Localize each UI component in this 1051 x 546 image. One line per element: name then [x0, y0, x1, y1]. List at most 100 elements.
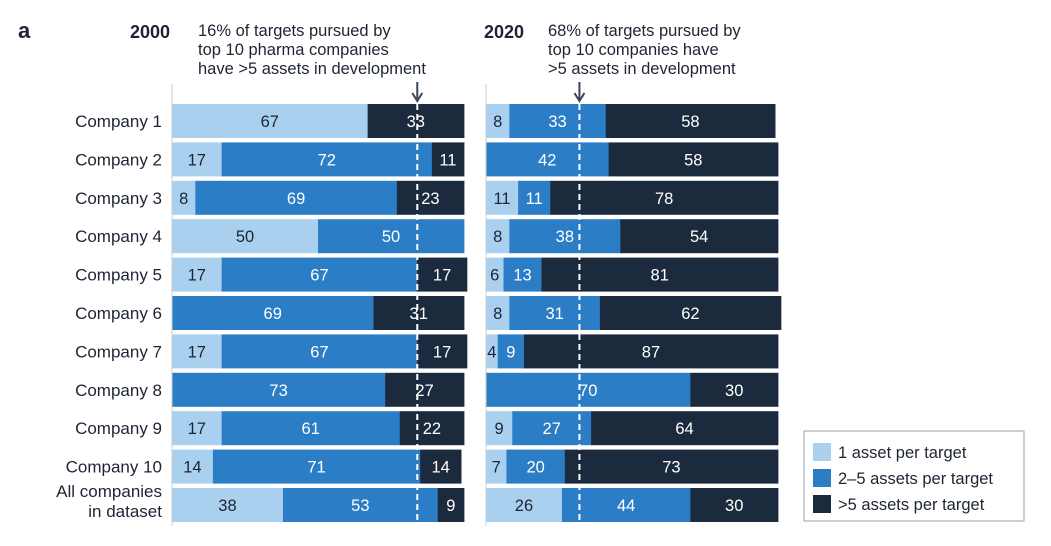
bar-segment	[417, 334, 468, 369]
data-label: 17	[433, 267, 451, 285]
row-label: Company 6	[75, 304, 162, 323]
data-label: 53	[351, 497, 369, 515]
bar-segment	[605, 104, 776, 138]
data-label: 17	[188, 343, 206, 361]
data-label: 33	[407, 113, 425, 131]
data-label: 27	[415, 382, 433, 400]
bar-segment	[486, 372, 691, 407]
data-label: 17	[433, 343, 451, 361]
annotation-line: have >5 assets in development	[198, 60, 426, 78]
data-label: 17	[188, 420, 206, 438]
bar-segment	[172, 180, 196, 215]
data-label: 71	[307, 459, 325, 477]
legend: 1 asset per target 2–5 assets per target >…	[803, 430, 1025, 522]
legend-box	[803, 430, 1025, 522]
bar-segment	[486, 219, 510, 254]
data-label: 61	[302, 420, 320, 438]
data-label: 23	[421, 190, 439, 208]
data-label: 13	[513, 267, 531, 285]
annotation-line: 68% of targets pursued by	[548, 22, 741, 40]
data-label: 73	[269, 382, 287, 400]
bar-segment	[509, 104, 607, 138]
data-label: 69	[264, 305, 282, 323]
row-labels: Company 1 Company 2 Company 3 Company 4 Comp…	[56, 112, 162, 521]
bar-segment	[518, 180, 551, 215]
data-label: 6	[490, 267, 499, 285]
bar-segment	[195, 180, 398, 215]
bar-segment	[599, 296, 782, 330]
data-label: 58	[681, 113, 699, 131]
legend-swatch	[813, 469, 831, 487]
bar-segment	[385, 372, 465, 407]
legend-swatch	[813, 495, 831, 513]
row-label: Company 2	[75, 150, 162, 169]
data-label: 11	[526, 190, 543, 208]
data-label: 62	[681, 305, 699, 323]
bar-segment	[172, 142, 223, 177]
bar-segment	[486, 449, 507, 484]
bar-segment	[417, 257, 468, 292]
annotation-line: >5 assets in development	[548, 60, 736, 78]
bar-segment	[486, 411, 513, 446]
data-label: 7	[492, 459, 501, 477]
bar-segment	[396, 180, 465, 215]
data-label: 42	[538, 151, 556, 169]
data-label: 30	[725, 497, 743, 515]
data-label: 8	[493, 113, 502, 131]
bar-segment	[503, 257, 542, 292]
bar-segment	[541, 257, 779, 292]
bar-segment	[523, 334, 779, 369]
data-label: 22	[423, 420, 441, 438]
bar-segment	[318, 219, 465, 254]
data-label: 14	[431, 459, 449, 477]
bar-segment	[512, 411, 592, 446]
bar-segment	[620, 219, 779, 254]
row-label: Company 10	[66, 458, 162, 477]
year-title: 2020	[484, 22, 524, 42]
data-label: 67	[261, 113, 279, 131]
bar-segment	[431, 142, 465, 177]
annotation-line: 16% of targets pursued by	[198, 22, 391, 40]
row-label: Company 5	[75, 266, 162, 285]
bar-segment	[486, 180, 519, 215]
bar-segment	[486, 488, 563, 522]
bar-segment	[221, 411, 401, 446]
data-label: 50	[382, 228, 400, 246]
bar-segment	[486, 257, 504, 292]
year-title: 2000	[130, 22, 170, 42]
data-label: 33	[548, 113, 566, 131]
data-label: 58	[684, 151, 702, 169]
data-label: 70	[579, 382, 597, 400]
data-label: 50	[236, 228, 254, 246]
bar-segment	[172, 296, 374, 330]
data-label: 17	[188, 151, 206, 169]
row-label: Company 9	[75, 419, 162, 438]
bar-segment	[486, 142, 610, 177]
row-label: Company 3	[75, 189, 162, 208]
bar-segment	[172, 372, 386, 407]
data-label: 9	[446, 497, 455, 515]
bar-segment	[690, 372, 779, 407]
bar-segment	[172, 449, 214, 484]
bar-segment	[172, 219, 319, 254]
data-label: 38	[218, 497, 236, 515]
data-label: 9	[506, 343, 515, 361]
data-label: 73	[662, 459, 680, 477]
data-label: 14	[183, 459, 201, 477]
data-label: 9	[495, 420, 504, 438]
data-label: 31	[410, 305, 428, 323]
data-label: 54	[690, 228, 708, 246]
bar-segment	[506, 449, 566, 484]
data-label: 72	[318, 151, 336, 169]
data-label: 11	[439, 151, 456, 169]
legend-label: 2–5 assets per target	[838, 470, 993, 488]
legend-swatch	[813, 443, 831, 461]
panel-letter: a	[18, 18, 31, 43]
bar-segment	[373, 296, 465, 330]
marker-arrowhead	[573, 92, 586, 103]
bar-segment	[550, 180, 779, 215]
